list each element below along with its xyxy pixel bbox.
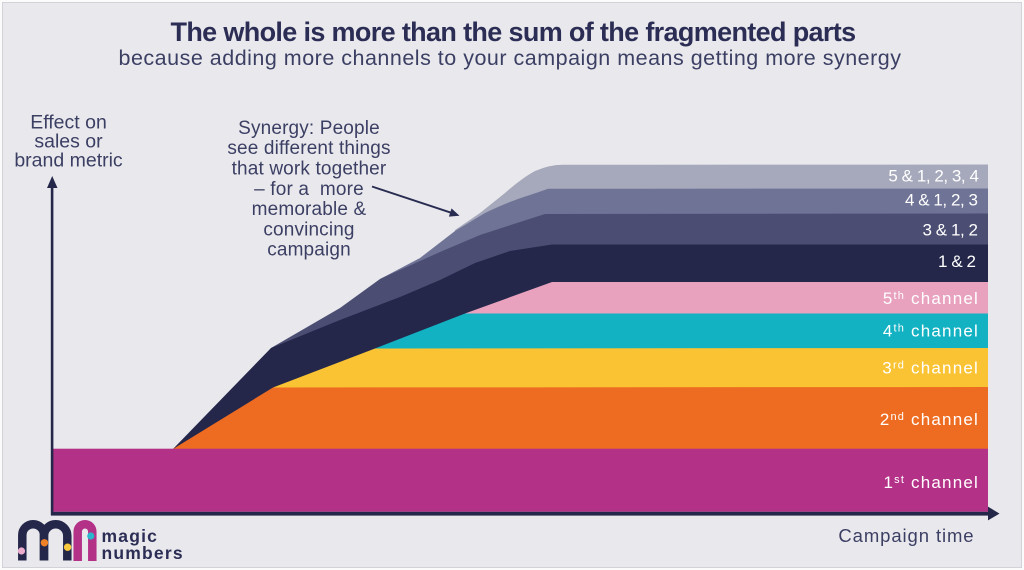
svg-text:4th channel: 4th channel (883, 322, 979, 341)
svg-text:Synergy: People: Synergy: People (238, 118, 380, 139)
svg-text:campaign: campaign (267, 239, 351, 260)
svg-text:– for a more: – for a more (254, 179, 364, 200)
svg-text:convincing: convincing (263, 219, 354, 240)
svg-text:sales or: sales or (34, 131, 103, 153)
svg-text:because adding more channels t: because adding more channels to your cam… (119, 46, 902, 70)
svg-text:4 & 1, 2, 3: 4 & 1, 2, 3 (905, 191, 978, 210)
svg-text:Campaign time: Campaign time (838, 525, 974, 546)
svg-text:5 & 1, 2, 3, 4: 5 & 1, 2, 3, 4 (888, 167, 978, 186)
svg-text:that work together: that work together (232, 159, 387, 180)
svg-text:brand metric: brand metric (14, 150, 123, 172)
svg-text:1 & 2: 1 & 2 (938, 252, 975, 271)
svg-text:1st channel: 1st channel (884, 473, 980, 492)
svg-text:see different things: see different things (227, 138, 390, 159)
svg-text:3rd channel: 3rd channel (882, 359, 979, 378)
svg-text:5th channel: 5th channel (883, 289, 979, 308)
svg-text:numbers: numbers (102, 543, 184, 563)
svg-text:2nd channel: 2nd channel (880, 410, 979, 429)
svg-text:memorable &: memorable & (252, 199, 367, 220)
svg-text:The whole is more than the sum: The whole is more than the sum of the fr… (170, 17, 855, 47)
svg-text:magic: magic (102, 526, 159, 546)
svg-text:3 & 1, 2: 3 & 1, 2 (923, 221, 978, 240)
svg-text:Effect on: Effect on (30, 112, 107, 134)
